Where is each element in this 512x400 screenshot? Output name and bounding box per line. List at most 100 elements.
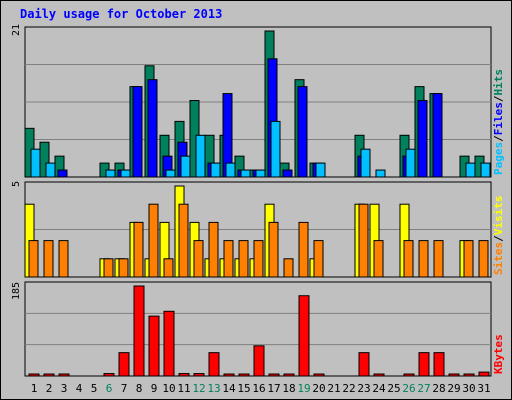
x-tick-label: 24 <box>372 382 386 395</box>
y-max-label: 185 <box>11 282 22 300</box>
bar-sites <box>133 221 144 278</box>
bar-pages <box>45 162 56 178</box>
bar-kbytes <box>478 371 490 377</box>
bar-kbytes <box>298 295 310 377</box>
bar-sites <box>358 203 369 278</box>
bar-sites <box>208 221 219 278</box>
x-tick-label: 5 <box>91 382 98 395</box>
bar-sites <box>463 240 474 278</box>
legend-part: Pages <box>492 142 505 175</box>
bar-sites <box>28 240 39 278</box>
legend-part: KBytes <box>492 334 505 374</box>
x-tick-label: 3 <box>61 382 68 395</box>
bar-kbytes <box>463 373 475 377</box>
bar-pages <box>255 169 266 178</box>
bar-kbytes <box>163 310 175 377</box>
bar-sites <box>193 240 204 278</box>
bar-kbytes <box>283 373 295 377</box>
x-tick-label: 7 <box>121 382 128 395</box>
series-files <box>57 58 443 178</box>
bar-sites <box>418 240 429 278</box>
series-sites <box>28 203 489 278</box>
bar-pages <box>270 120 281 178</box>
x-tick-label: 11 <box>177 382 190 395</box>
x-tick-label: 1 <box>31 382 38 395</box>
bar-kbytes <box>193 373 205 377</box>
x-tick-label: 25 <box>387 382 400 395</box>
bar-kbytes <box>43 373 55 377</box>
bar-sites <box>223 240 234 278</box>
bar-sites <box>268 221 279 278</box>
x-tick-label: 16 <box>252 382 265 395</box>
bar-kbytes <box>133 285 145 377</box>
x-tick-label: 20 <box>312 382 325 395</box>
bar-pages <box>195 134 206 178</box>
bar-pages <box>375 169 386 178</box>
x-tick-label: 2 <box>46 382 53 395</box>
bar-sites <box>433 240 444 278</box>
bar-kbytes <box>448 373 460 377</box>
x-tick-label: 23 <box>357 382 370 395</box>
y-axis-legend: Pages/Files/Hits <box>492 69 505 175</box>
x-tick-label: 21 <box>327 382 340 395</box>
bar-kbytes <box>403 373 415 377</box>
bar-pages <box>240 169 251 178</box>
bar-sites <box>238 240 249 278</box>
bar-pages <box>480 162 491 178</box>
x-tick-label: 12 <box>192 382 205 395</box>
x-tick-label: 10 <box>162 382 175 395</box>
bar-sites <box>253 240 264 278</box>
legend-part: Files <box>492 102 505 135</box>
kbytes-panel: 185 KBytes <box>11 281 505 377</box>
bar-sites <box>163 258 174 278</box>
x-tick-label: 19 <box>297 382 310 395</box>
bar-pages <box>120 169 131 178</box>
bar-pages <box>465 162 476 178</box>
x-tick-label: 27 <box>417 382 430 395</box>
bar-pages <box>210 162 221 178</box>
legend-part: Hits <box>492 69 505 96</box>
bar-pages <box>180 155 191 178</box>
bar-pages <box>360 148 371 178</box>
bar-files <box>297 86 308 178</box>
x-tick-label: 18 <box>282 382 295 395</box>
bar-kbytes <box>103 373 115 377</box>
bar-pages <box>405 148 416 178</box>
bar-sites <box>298 221 309 278</box>
x-tick-label: 8 <box>136 382 143 395</box>
bar-pages <box>225 162 236 178</box>
x-tick-label: 13 <box>207 382 220 395</box>
bar-kbytes <box>223 373 235 377</box>
bar-sites <box>43 240 54 278</box>
x-tick-label: 4 <box>76 382 83 395</box>
x-tick-label: 30 <box>462 382 475 395</box>
bar-kbytes <box>253 345 265 377</box>
x-tick-label: 28 <box>432 382 445 395</box>
series-kbytes <box>28 285 490 377</box>
legend-part: / <box>492 235 505 242</box>
x-tick-label: 6 <box>106 382 113 395</box>
bar-sites <box>148 203 159 278</box>
bar-sites <box>58 240 69 278</box>
bar-kbytes <box>268 373 280 377</box>
bar-sites <box>283 258 294 278</box>
bar-kbytes <box>118 352 130 377</box>
x-tick-label: 14 <box>222 382 236 395</box>
chart-title: Daily usage for October 2013 <box>20 7 222 21</box>
bar-kbytes <box>28 373 40 377</box>
bar-files <box>282 169 293 178</box>
bar-kbytes <box>433 352 445 377</box>
x-tick-label: 26 <box>402 382 415 395</box>
bar-kbytes <box>418 352 430 377</box>
bar-pages <box>105 169 116 178</box>
bar-kbytes <box>313 373 325 377</box>
bar-kbytes <box>358 352 370 377</box>
x-tick-label: 9 <box>151 382 158 395</box>
bar-sites <box>403 240 414 278</box>
x-tick-label: 31 <box>477 382 490 395</box>
bar-files <box>147 79 158 178</box>
bar-sites <box>103 258 114 278</box>
bar-kbytes <box>373 373 385 377</box>
legend-part: / <box>492 135 505 142</box>
